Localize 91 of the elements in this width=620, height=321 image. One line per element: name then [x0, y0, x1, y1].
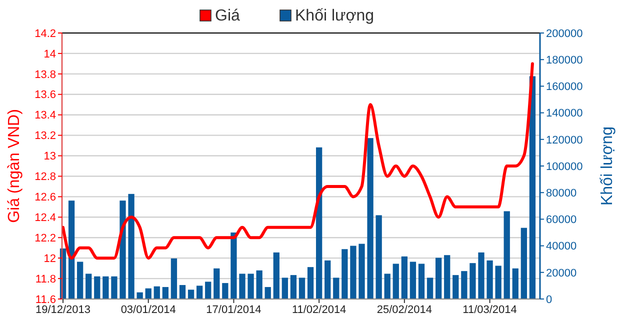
y-tick-label: 11.8 — [35, 273, 56, 286]
bar — [290, 275, 297, 299]
y-axis-title: Giá (ngàn VND) — [6, 109, 23, 223]
bar — [239, 274, 246, 299]
bar — [68, 200, 75, 299]
x-tick-label: 25/02/2014 — [376, 304, 432, 316]
bar — [102, 276, 109, 299]
bar — [264, 287, 271, 299]
bar — [162, 287, 168, 299]
y2-tick-label: 0 — [546, 294, 552, 306]
y2-tick-label: 60000 — [546, 214, 577, 226]
y-tick-label: 12.2 — [34, 232, 56, 244]
x-tick-label: 11/03/2014 — [462, 304, 517, 316]
bar — [512, 268, 518, 299]
y-tick-label: 14 — [44, 48, 56, 60]
bar — [77, 262, 84, 299]
bar — [418, 264, 425, 299]
bar — [504, 211, 510, 299]
y-tick-label: 13.4 — [34, 110, 56, 122]
bar — [179, 285, 186, 299]
line-series — [62, 62, 534, 260]
bar — [214, 268, 220, 299]
bar — [436, 258, 442, 299]
bar — [196, 286, 203, 299]
y2-tick-label: 180000 — [546, 54, 583, 66]
bar — [333, 278, 340, 299]
bar — [128, 194, 134, 299]
bar — [392, 264, 399, 299]
bar — [298, 278, 306, 299]
bar — [324, 260, 331, 299]
bar — [486, 260, 493, 299]
bar — [136, 292, 143, 299]
bar — [410, 262, 416, 299]
bar — [86, 274, 92, 299]
y-tick-label: 13.2 — [34, 130, 56, 142]
x-tick-label: 17/01/2014 — [206, 304, 262, 316]
bar — [248, 274, 254, 299]
y2-tick-label: 80000 — [546, 187, 577, 200]
x-tick-label: 03/01/2014 — [120, 304, 176, 316]
bar — [222, 283, 228, 299]
y-tick-label: 13 — [44, 150, 56, 163]
bar — [307, 267, 314, 299]
bar — [401, 256, 408, 299]
bar — [154, 286, 160, 299]
y-tick-label: 11.6 — [35, 294, 56, 306]
bar — [350, 246, 356, 299]
y2-tick-label: 40000 — [546, 240, 577, 253]
bar — [230, 232, 237, 299]
bar — [376, 215, 382, 299]
y-tick-label: 12 — [44, 252, 56, 265]
bar — [529, 76, 536, 299]
bar — [273, 252, 280, 299]
bar — [316, 147, 322, 299]
y2-tick-label: 160000 — [546, 81, 583, 94]
bar — [256, 270, 262, 299]
bar — [145, 288, 152, 299]
y-tick-label: 12.4 — [34, 212, 56, 224]
bar — [461, 271, 468, 299]
bar — [470, 263, 476, 299]
legend-label: Khối lượng — [295, 8, 374, 24]
bar — [520, 228, 527, 299]
bar — [358, 244, 365, 299]
bar — [188, 290, 194, 299]
bar — [94, 276, 100, 299]
bar — [444, 255, 450, 299]
bar — [367, 138, 374, 299]
bar — [342, 249, 348, 299]
y2-tick-label: 20000 — [546, 267, 577, 280]
y-tick-label: 13.8 — [34, 68, 56, 81]
y-tick-label: 13.6 — [34, 89, 56, 102]
y2-tick-label: 100000 — [546, 160, 583, 173]
x-tick-label: 11/02/2014 — [292, 304, 346, 316]
bar — [495, 266, 502, 299]
y-tick-label: 12.6 — [34, 192, 56, 204]
bar — [384, 274, 390, 299]
y2-tick-label: 140000 — [546, 108, 583, 120]
bar — [120, 200, 126, 299]
y2-tick-label: 200000 — [546, 28, 583, 40]
bar — [282, 278, 288, 299]
y-tick-label: 14.2 — [34, 28, 56, 40]
y-tick-label: 12.8 — [34, 171, 56, 184]
y2-tick-label: 120000 — [546, 134, 583, 146]
bar — [111, 276, 118, 299]
bar — [478, 252, 484, 299]
bar — [426, 278, 434, 299]
x-tick-label: 19/12/2013 — [35, 304, 91, 316]
legend-label: Giá — [215, 8, 240, 24]
bar — [205, 282, 212, 299]
y2-axis-title: Khối lượng — [599, 126, 616, 206]
bar — [452, 275, 459, 299]
bar — [170, 258, 178, 299]
